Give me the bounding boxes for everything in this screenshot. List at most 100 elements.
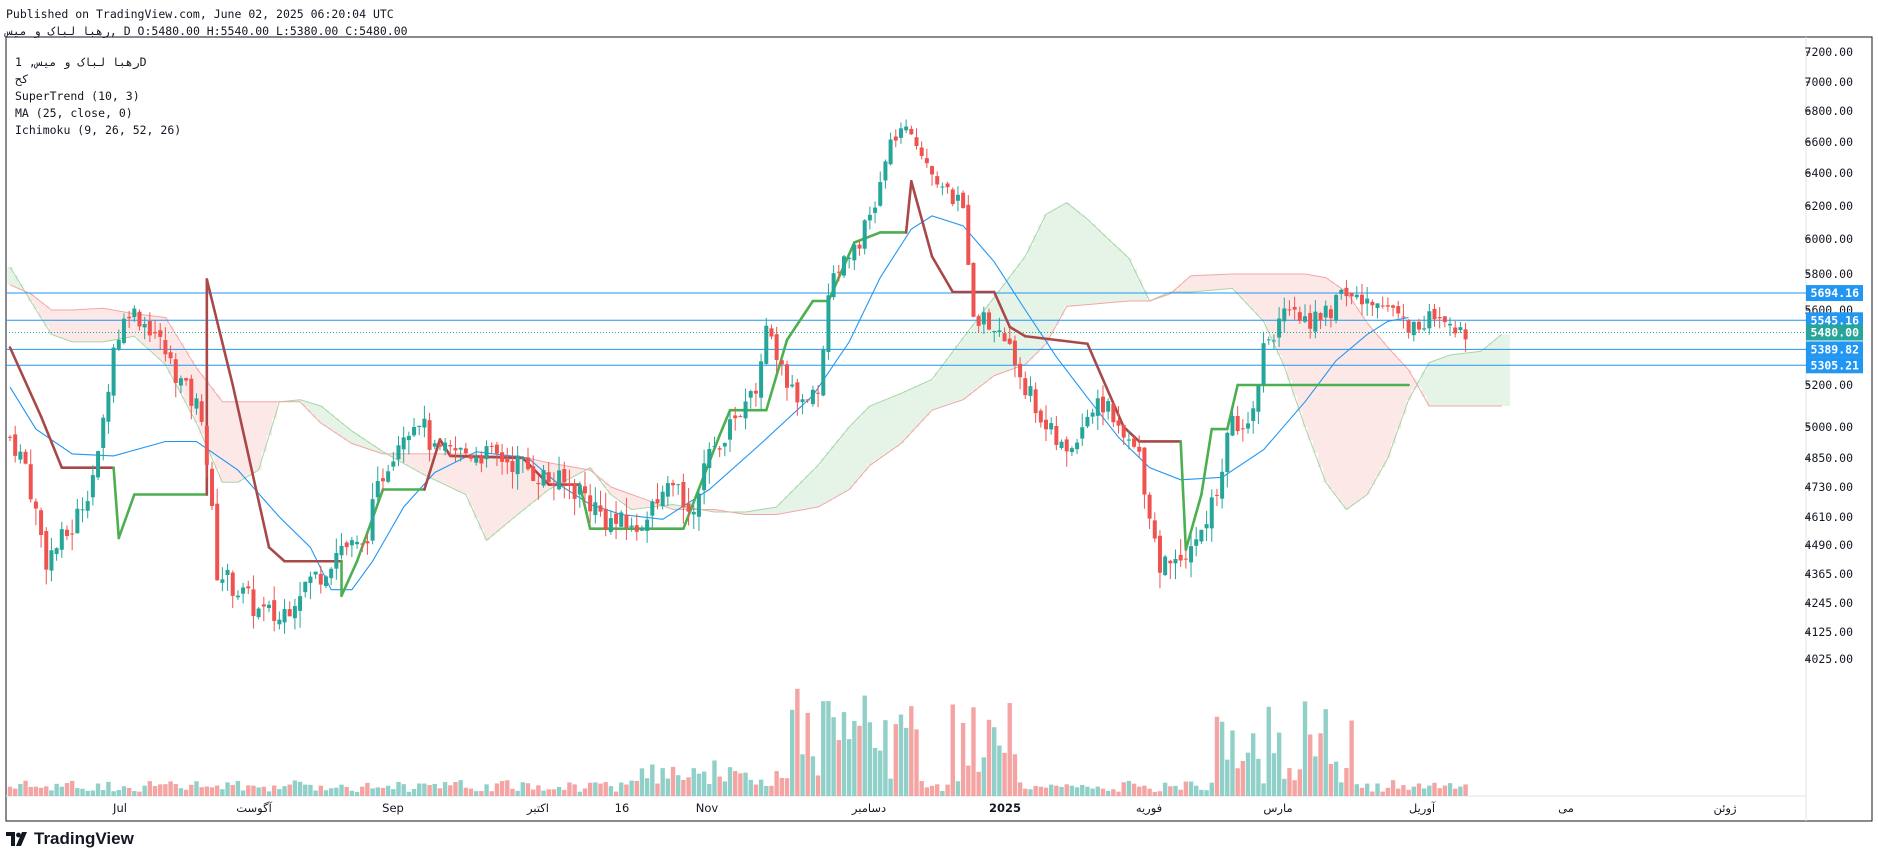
candle-body bbox=[515, 455, 520, 475]
cloud-segment bbox=[774, 507, 780, 515]
legend-supertrend[interactable]: SuperTrend (10, 3) bbox=[15, 89, 140, 103]
y-tick-label: 7200.00 bbox=[1805, 45, 1854, 59]
volume-bar bbox=[28, 786, 33, 796]
candle-body bbox=[577, 484, 582, 495]
ma-line bbox=[9, 215, 1409, 591]
volume-bar bbox=[800, 754, 805, 796]
candle-body bbox=[1406, 319, 1411, 333]
volume-bar bbox=[1458, 786, 1463, 796]
candle-body bbox=[1380, 305, 1385, 307]
volume-bar bbox=[432, 783, 437, 796]
volume-bar bbox=[764, 785, 769, 796]
volume-bar bbox=[1266, 706, 1271, 796]
volume-bar bbox=[1318, 733, 1323, 796]
cloud-segment bbox=[1064, 202, 1070, 307]
candle-body bbox=[909, 128, 914, 135]
candle-body bbox=[215, 503, 220, 581]
candle-body bbox=[33, 501, 38, 509]
legend-ichimoku[interactable]: Ichimoku (9, 26, 52, 26) bbox=[15, 123, 182, 137]
candle-body bbox=[655, 499, 660, 504]
candle-body bbox=[1349, 292, 1354, 297]
candle-body bbox=[153, 331, 158, 334]
candle-body bbox=[1375, 303, 1380, 308]
volume-bar bbox=[593, 782, 598, 796]
volume-bar bbox=[230, 784, 235, 796]
cloud-segment bbox=[613, 488, 620, 499]
candle-body bbox=[448, 445, 453, 447]
candle-body bbox=[474, 456, 479, 463]
candle-body bbox=[733, 415, 738, 419]
cloud-segment bbox=[944, 358, 951, 405]
cloud-segment bbox=[577, 468, 583, 474]
supertrend-segment bbox=[930, 255, 955, 294]
volume-bar bbox=[572, 784, 577, 796]
candle-body bbox=[210, 468, 215, 506]
candle-body bbox=[204, 425, 209, 465]
cloud-segment bbox=[307, 402, 314, 413]
candle-body bbox=[914, 137, 919, 146]
cloud-segment bbox=[846, 427, 853, 490]
candle-body bbox=[500, 452, 505, 462]
cloud-segment bbox=[1084, 219, 1091, 305]
cloud-segment bbox=[458, 453, 464, 492]
cloud-segment bbox=[1214, 274, 1220, 290]
volume-bar bbox=[44, 786, 49, 796]
cloud-segment bbox=[1307, 274, 1314, 440]
cloud-segment bbox=[939, 365, 946, 407]
cloud-segment bbox=[836, 439, 842, 496]
candle-body bbox=[1256, 385, 1261, 412]
candle-body bbox=[241, 587, 246, 594]
volume-bar bbox=[909, 706, 914, 796]
volume-bar bbox=[981, 757, 987, 796]
candle-body bbox=[639, 527, 644, 531]
cloud-segment bbox=[1364, 323, 1371, 495]
candle-body bbox=[111, 347, 116, 396]
volume-bar bbox=[1064, 784, 1069, 796]
cloud-segment bbox=[1468, 352, 1474, 406]
volume-bar bbox=[1012, 754, 1018, 796]
candle-body bbox=[883, 161, 888, 181]
supertrend bbox=[8, 179, 1410, 598]
legend-symbol[interactable]: رهبا لباک و میس, 1D bbox=[15, 55, 147, 69]
volume-bar bbox=[940, 791, 945, 796]
x-tick-label: مارس bbox=[1263, 801, 1292, 816]
volume-bar bbox=[1214, 716, 1220, 796]
cloud-segment bbox=[1380, 341, 1386, 468]
volume-bar bbox=[334, 787, 339, 796]
volume-bar bbox=[541, 790, 546, 796]
volume-bar bbox=[277, 789, 282, 796]
candle-body bbox=[1401, 316, 1406, 318]
legend-ma[interactable]: MA (25, close, 0) bbox=[15, 106, 133, 120]
candle-body bbox=[567, 483, 572, 486]
cloud-segment bbox=[12, 275, 19, 288]
cloud-segment bbox=[1141, 290, 1148, 301]
candle-body bbox=[412, 427, 417, 436]
candle-body bbox=[520, 457, 525, 459]
volume-bar bbox=[1168, 786, 1173, 796]
volume-bar bbox=[287, 784, 292, 796]
volume-bar bbox=[406, 791, 412, 796]
volume-bar bbox=[1199, 789, 1204, 796]
supertrend-segment bbox=[1179, 440, 1188, 551]
candle-body bbox=[629, 525, 634, 528]
cloud-segment bbox=[831, 445, 837, 499]
candle-body bbox=[1391, 305, 1396, 308]
cloud-segment bbox=[380, 451, 386, 454]
y-tick-label: 4025.00 bbox=[1805, 652, 1854, 666]
volume-bar bbox=[1085, 786, 1090, 796]
supertrend-segment bbox=[992, 290, 1012, 329]
candle-body bbox=[551, 483, 556, 486]
volume-bar bbox=[323, 790, 329, 796]
volume-bar bbox=[178, 788, 184, 796]
candle-body bbox=[536, 482, 541, 485]
candle-body bbox=[1075, 442, 1080, 450]
candle-body bbox=[277, 619, 282, 625]
cloud-segment bbox=[38, 301, 45, 318]
tradingview-logo[interactable]: TradingView bbox=[6, 829, 134, 849]
candle-body bbox=[422, 418, 427, 428]
candle-body bbox=[13, 434, 18, 456]
volume-bar bbox=[960, 722, 966, 796]
candle-body bbox=[116, 339, 121, 350]
volume-bar bbox=[137, 791, 142, 796]
